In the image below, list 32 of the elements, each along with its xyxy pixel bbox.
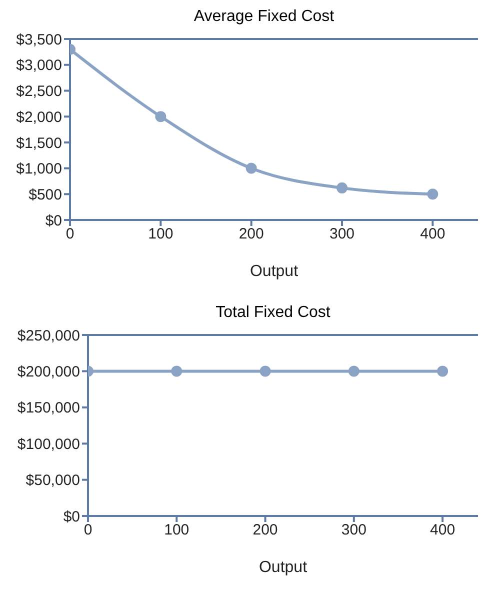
chart-title: Total Fixed Cost <box>214 304 332 323</box>
y-tick-label: $200,000 <box>17 364 80 381</box>
y-tick-label: $250,000 <box>17 327 80 344</box>
point <box>155 111 166 122</box>
point <box>427 188 438 200</box>
y-tick-label: $0 <box>63 508 80 526</box>
x-tick-label: 400 <box>430 522 456 539</box>
x-tick-label: 100 <box>148 226 174 243</box>
x-tick-label: 300 <box>341 522 366 539</box>
point <box>246 162 257 174</box>
x-tick-label: 100 <box>164 522 190 539</box>
y-tick-label: $100,000 <box>17 436 80 453</box>
y-tick-label: $500 <box>28 186 62 204</box>
x-axis-title: Output <box>250 263 299 280</box>
point <box>336 182 348 194</box>
y-tick-label: $0 <box>45 212 62 230</box>
y-tick-label: $3,000 <box>16 57 62 74</box>
y-tick-label: $3,500 <box>16 31 62 48</box>
x-tick-label: 0 <box>66 226 74 243</box>
y-tick-label: $150,000 <box>17 400 80 417</box>
x-tick-label: 200 <box>238 226 264 243</box>
y-tick-label: $1,500 <box>16 134 62 152</box>
x-tick-label: 0 <box>84 522 92 539</box>
x-axis-title: Output <box>258 559 308 576</box>
x-tick-label: 300 <box>329 226 355 243</box>
x-tick-label: 400 <box>420 226 446 243</box>
y-tick-label: $50,000 <box>26 472 80 490</box>
x-tick-label: 200 <box>252 522 278 539</box>
y-tick-label: $2,500 <box>16 83 62 100</box>
chart-title: Average Fixed Cost <box>192 8 336 27</box>
y-tick-label: $2,000 <box>16 108 62 126</box>
y-tick-label: $1,000 <box>16 160 62 178</box>
